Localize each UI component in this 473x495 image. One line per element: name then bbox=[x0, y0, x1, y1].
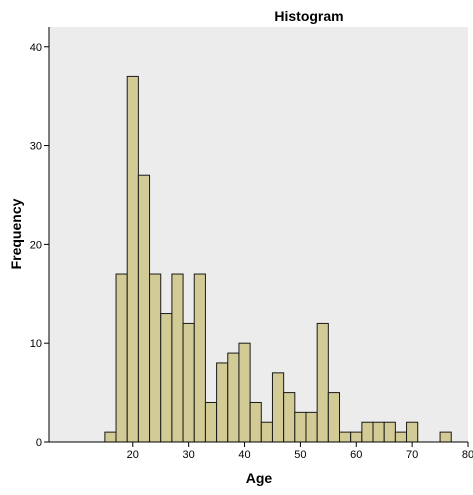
histogram-bar bbox=[283, 392, 296, 443]
chart-title: Histogram bbox=[274, 8, 343, 24]
histogram-bar bbox=[216, 362, 229, 443]
histogram-bar bbox=[126, 75, 139, 443]
histogram-bar bbox=[171, 273, 184, 443]
histogram-bar bbox=[271, 372, 285, 443]
x-tick-label: 60 bbox=[350, 449, 362, 461]
x-tick-label: 40 bbox=[238, 449, 250, 461]
histogram-bar bbox=[137, 174, 151, 443]
x-tick-label: 70 bbox=[406, 449, 418, 461]
y-axis: 0 10 20 30 40 bbox=[30, 27, 50, 449]
histogram-bar bbox=[160, 313, 173, 443]
x-tick-label: 20 bbox=[127, 449, 139, 461]
histogram-bar bbox=[182, 322, 195, 443]
x-tick-label: 30 bbox=[183, 449, 195, 461]
histogram-bar bbox=[193, 273, 206, 443]
histogram-bar bbox=[316, 322, 329, 443]
histogram-bar bbox=[260, 421, 273, 443]
histogram-bar bbox=[115, 273, 128, 443]
histogram-bar bbox=[204, 401, 218, 443]
histogram-bar bbox=[383, 421, 396, 443]
histogram-bar bbox=[294, 411, 307, 443]
histogram-bar bbox=[305, 411, 318, 443]
histogram-bar bbox=[394, 431, 408, 443]
histogram-bar bbox=[350, 431, 363, 443]
y-tick-label: 40 bbox=[30, 42, 42, 54]
histogram-bar bbox=[361, 421, 374, 443]
x-axis: 20 30 40 50 60 70 80 bbox=[49, 441, 473, 461]
histogram-bar bbox=[406, 421, 419, 443]
histogram-bar bbox=[104, 431, 117, 443]
histogram-bar bbox=[249, 401, 262, 443]
y-tick-label: 20 bbox=[30, 239, 42, 251]
histogram-bar bbox=[327, 392, 341, 443]
plot-area bbox=[49, 27, 468, 442]
histogram-bar bbox=[227, 352, 240, 443]
y-tick-label: 10 bbox=[30, 338, 42, 350]
histogram-bar bbox=[149, 273, 162, 443]
y-tick-label: 0 bbox=[36, 437, 42, 449]
y-axis-label: Frequency bbox=[8, 198, 24, 269]
bars-group bbox=[104, 75, 452, 443]
histogram-bar bbox=[339, 431, 352, 443]
histogram-bar bbox=[372, 421, 385, 443]
y-tick-label: 30 bbox=[30, 141, 42, 153]
x-axis-label: Age bbox=[246, 470, 273, 486]
x-tick-label: 80 bbox=[462, 449, 473, 461]
x-tick-label: 50 bbox=[294, 449, 306, 461]
histogram-bar bbox=[238, 342, 251, 443]
histogram-bar bbox=[439, 431, 452, 443]
